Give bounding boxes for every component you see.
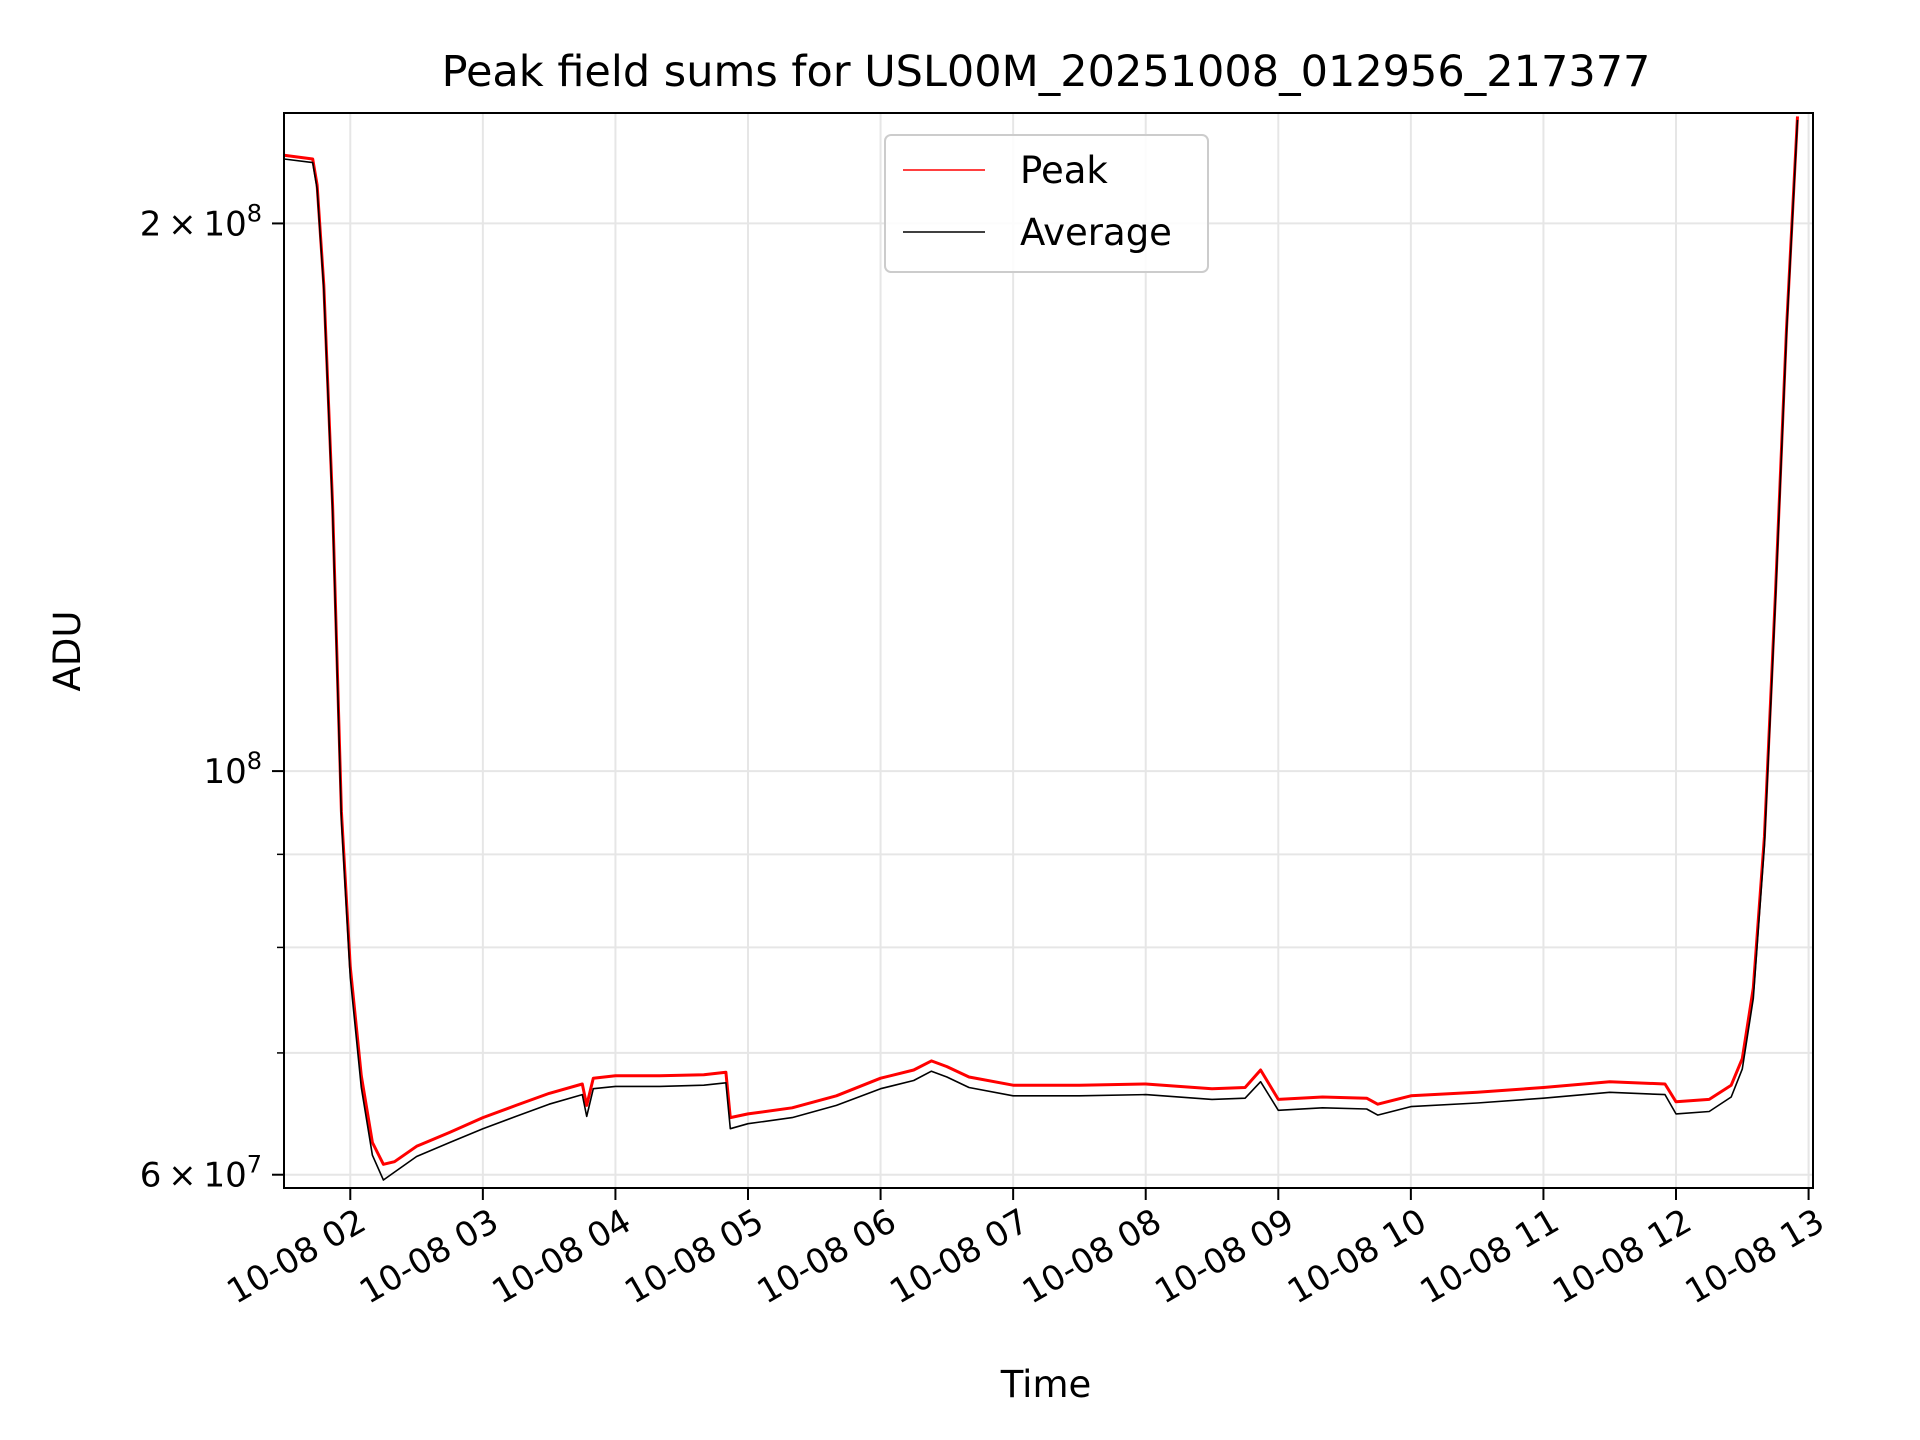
y-tick-label: 108 [203, 747, 262, 792]
series-layer [284, 116, 1799, 1181]
y-tick-label: 2 × 108 [140, 199, 262, 244]
legend: Peak Average [884, 134, 1209, 273]
grid [284, 113, 1813, 1188]
series-line-average [284, 119, 1799, 1181]
legend-label-average: Average [1020, 211, 1172, 254]
legend-label-peak: Peak [1020, 149, 1108, 192]
y-axis: 2 × 108 108 6 × 107 [140, 199, 284, 1196]
plot-area-frame [283, 112, 1814, 1189]
series-line-peak [284, 116, 1799, 1166]
y-axis-label: ADU [46, 611, 89, 692]
y-tick-label: 6 × 107 [140, 1151, 262, 1196]
x-axis-label: Time [1000, 1363, 1092, 1406]
chart-title: Peak field sums for USL00M_20251008_0129… [442, 47, 1651, 97]
